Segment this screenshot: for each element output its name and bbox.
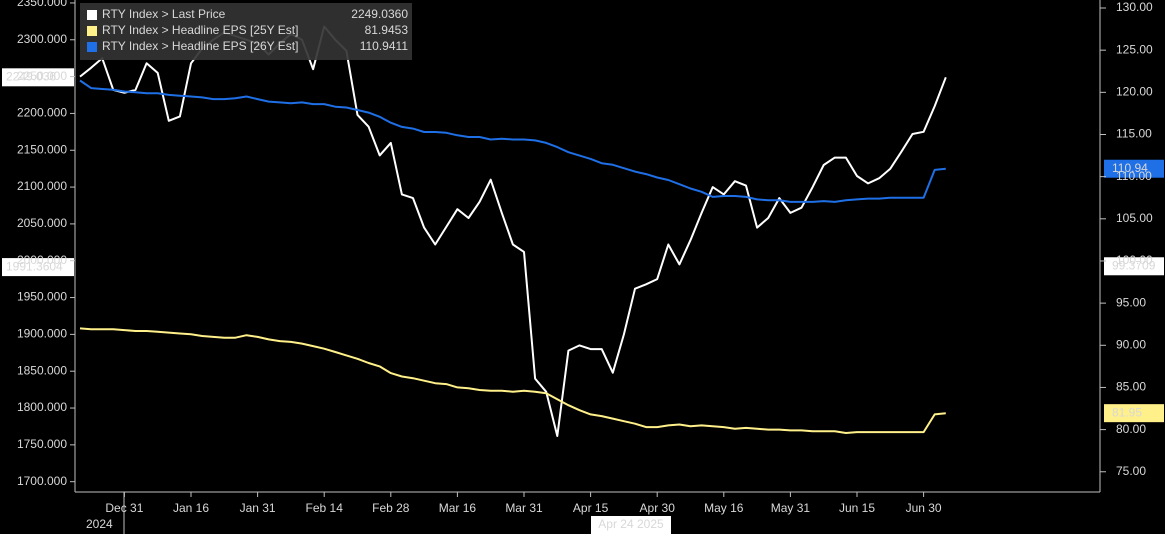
y2-tick-label: 110.00: [1116, 169, 1152, 183]
y-tick-label: 1850.000: [17, 363, 67, 377]
y-tick-label: 2050.000: [17, 216, 67, 230]
y2-tick-label: 125.00: [1116, 42, 1153, 56]
cursor-y-tag-text: 1991.3604: [6, 259, 63, 273]
x-tick-label: Mar 31: [505, 501, 543, 515]
legend-label: RTY Index > Headline EPS [25Y Est]: [102, 23, 298, 37]
x-tick-label: Feb 28: [372, 501, 410, 515]
y-tick-label: 2150.000: [17, 142, 67, 156]
y2-tick-label: 105.00: [1116, 211, 1153, 225]
y2-tick-label: 115.00: [1116, 127, 1152, 141]
last-value-tag: 81.95: [1104, 404, 1164, 423]
y-tick-label: 2250.000: [17, 69, 67, 83]
last-value-tag-text: 2249.036: [6, 69, 56, 83]
y-tick-label: 2100.000: [17, 179, 67, 193]
x-tick-label: Feb 14: [306, 501, 344, 515]
y-tick-label: 2350.000: [17, 0, 67, 9]
last-value-tag-text: 81.95: [1112, 405, 1142, 419]
x-tick-label: Mar 16: [439, 501, 477, 515]
y2-tick-label: 75.00: [1116, 464, 1146, 478]
y2-tick-label: 130.00: [1116, 0, 1153, 14]
last-value-tag-text: 110.94: [1112, 161, 1148, 175]
last-value-tag-box: [1104, 159, 1164, 178]
last-value-tag: 2249.036: [2, 68, 74, 87]
legend: RTY Index > Last Price 2249.0360 RTY Index…: [80, 3, 412, 60]
legend-swatch: [87, 42, 97, 52]
x-tick-label: Jan 31: [240, 501, 276, 515]
legend-box: [80, 3, 412, 60]
last-value-tag: 110.94: [1104, 159, 1164, 178]
legend-label: RTY Index > Last Price: [102, 7, 226, 21]
series-line: [79, 79, 946, 203]
cursor-x-label: Apr 24 2025: [598, 517, 664, 531]
y2-tick-label: 100.00: [1116, 253, 1153, 267]
y2-tick-label: 95.00: [1116, 295, 1146, 309]
legend-swatch: [87, 26, 97, 36]
x-tick-label: May 16: [704, 501, 744, 515]
legend-value: 81.9453: [365, 23, 409, 37]
y2-tick-label: 90.00: [1116, 337, 1146, 351]
legend-value: 2249.0360: [351, 7, 408, 21]
legend-label: RTY Index > Headline EPS [26Y Est]: [102, 39, 298, 53]
y2-tick-label: 85.00: [1116, 380, 1146, 394]
value-tags: 2249.036 81.95 110.94 1991.3604 99.3709 Apr 2…: [2, 68, 1164, 534]
cursor-y2-tag: 99.3709: [1104, 257, 1164, 276]
y-tick-label: 1950.000: [17, 290, 67, 304]
x-tick-label: Apr 30: [640, 501, 676, 515]
cursor-y-tag-box: [2, 258, 74, 277]
x-tick-label: Dec 31: [105, 501, 143, 515]
last-value-tag-box: [1104, 404, 1164, 423]
y-tick-label: 1900.000: [17, 327, 67, 341]
cursor-x-box: [591, 516, 671, 534]
y-tick-label: 1750.000: [17, 437, 67, 451]
x-tick-label: Jun 15: [839, 501, 875, 515]
series-line: [79, 327, 946, 434]
y-tick-label: 2000.000: [17, 253, 67, 267]
year-label: 2024: [86, 517, 113, 531]
legend-swatch: [87, 10, 97, 20]
y-tick-label: 1700.000: [17, 474, 67, 488]
y-tick-label: 2300.000: [17, 32, 67, 46]
y2-tick-label: 120.00: [1116, 85, 1153, 99]
y-tick-label: 1800.000: [17, 400, 67, 414]
last-value-tag-box: [2, 68, 74, 87]
y-tick-label: 2200.000: [17, 106, 67, 120]
cursor-y2-tag-text: 99.3709: [1112, 258, 1156, 272]
legend-value: 110.9411: [360, 39, 409, 53]
cursor-y-tag: 1991.3604: [2, 258, 74, 277]
cursor-y2-tag-box: [1104, 257, 1164, 276]
x-tick-label: Jan 16: [173, 501, 209, 515]
y2-tick-label: 80.00: [1116, 422, 1146, 436]
x-tick-label: May 31: [771, 501, 811, 515]
x-tick-label: Jun 30: [906, 501, 942, 515]
x-tick-label: Apr 15: [573, 501, 609, 515]
